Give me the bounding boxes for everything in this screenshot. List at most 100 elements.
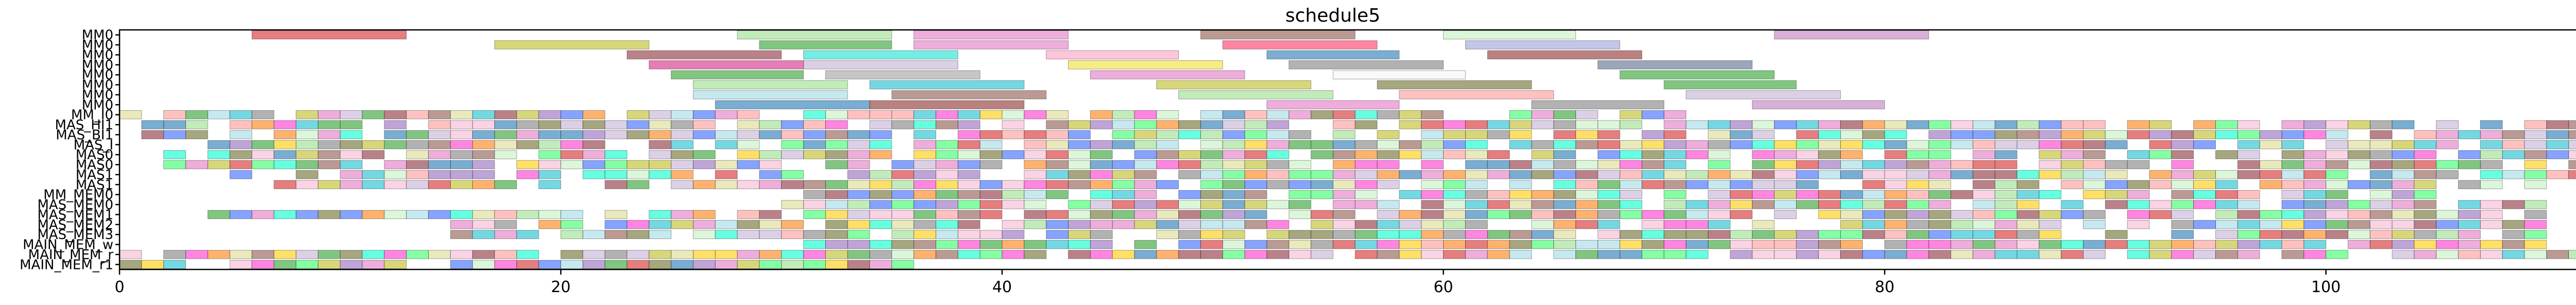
gantt-bar-344 bbox=[1575, 140, 1598, 149]
gantt-bar-301 bbox=[450, 140, 473, 149]
gantt-bar-810 bbox=[2281, 190, 2304, 199]
gantt-bar-979 bbox=[2480, 210, 2503, 219]
gantt-bar-778 bbox=[1465, 190, 1488, 199]
gantt-bar-1257 bbox=[1068, 250, 1091, 259]
gantt-bar-933 bbox=[1377, 210, 1400, 219]
gantt-bar-919 bbox=[1024, 210, 1047, 219]
gantt-bar-774 bbox=[1354, 190, 1378, 199]
gantt-bar-1315 bbox=[2502, 250, 2525, 259]
gantt-bar-744 bbox=[2326, 180, 2348, 190]
gantt-bar-1018 bbox=[1377, 220, 1400, 229]
gantt-bar-1139 bbox=[2458, 230, 2481, 239]
gantt-bar-1352 bbox=[869, 260, 892, 269]
gantt-bar-395 bbox=[362, 150, 385, 159]
gantt-bar-1098 bbox=[1421, 230, 1444, 239]
gantt-bar-40 bbox=[1752, 100, 1885, 110]
gantt-bar-343 bbox=[1553, 140, 1577, 149]
gantt-bar-706 bbox=[1311, 180, 1333, 190]
gantt-bar-1062 bbox=[472, 230, 495, 239]
gantt-bar-486 bbox=[317, 160, 341, 170]
gantt-bar-835 bbox=[1222, 200, 1245, 209]
gantt-bar-1304 bbox=[2193, 250, 2216, 259]
gantt-bar-957 bbox=[1951, 210, 1973, 219]
gantt-bar-769 bbox=[1222, 190, 1245, 199]
gantt-bar-498 bbox=[626, 160, 650, 170]
gantt-bar-908 bbox=[737, 210, 760, 219]
gantt-bar-319 bbox=[957, 140, 980, 149]
gantt-bar-993 bbox=[759, 220, 782, 229]
gantt-bar-299 bbox=[406, 140, 429, 149]
gantt-bar-631 bbox=[1796, 170, 1819, 179]
gantt-bar-345 bbox=[1597, 140, 1620, 149]
gantt-bar-415 bbox=[913, 150, 937, 159]
gantt-bar-975 bbox=[2392, 210, 2415, 219]
gantt-bar-496 bbox=[582, 160, 605, 170]
gantt-bar-1007 bbox=[1112, 220, 1135, 229]
gantt-bar-936 bbox=[1443, 210, 1466, 219]
gantt-bar-1112 bbox=[1752, 230, 1775, 239]
gantt-bar-57 bbox=[516, 110, 539, 120]
gantt-bar-485 bbox=[296, 160, 318, 170]
gantt-bar-149 bbox=[1421, 120, 1444, 129]
gantt-bar-1129 bbox=[2237, 230, 2260, 239]
gantt-bar-956 bbox=[1928, 210, 1952, 219]
gantt-bar-88 bbox=[1311, 110, 1333, 120]
gantt-bar-779 bbox=[1487, 190, 1510, 199]
gantt-bar-254 bbox=[1707, 130, 1731, 140]
gantt-bar-479 bbox=[163, 160, 186, 170]
gantt-bar-564 bbox=[2369, 160, 2393, 170]
gantt-bar-1332 bbox=[384, 260, 407, 269]
gantt-bar-703 bbox=[1244, 180, 1267, 190]
gantt-bar-1226 bbox=[340, 250, 363, 259]
gantt-bar-852 bbox=[1664, 200, 1687, 209]
gantt-bar-1078 bbox=[891, 230, 914, 239]
gantt-bar-474 bbox=[2480, 150, 2503, 159]
gantt-bar-691 bbox=[957, 180, 980, 190]
gantt-bar-851 bbox=[1619, 200, 1642, 209]
gantt-bar-472 bbox=[2414, 150, 2437, 159]
gantt-bar-407 bbox=[692, 150, 716, 159]
gantt-bar-1297 bbox=[2016, 250, 2040, 259]
gantt-bar-910 bbox=[803, 210, 826, 219]
gantt-bar-34 bbox=[1399, 90, 1554, 99]
gantt-bar-478 bbox=[2568, 150, 2576, 159]
gantt-bar-170 bbox=[1906, 120, 1929, 129]
gantt-bar-903 bbox=[561, 210, 583, 219]
gantt-bar-11 bbox=[626, 50, 782, 60]
gantt-bar-158 bbox=[1619, 120, 1642, 129]
gantt-bar-1206 bbox=[2281, 240, 2304, 249]
gantt-bar-1084 bbox=[1046, 230, 1069, 239]
y-tick-label-23: MAIN_MEM_r1 bbox=[20, 257, 113, 273]
gantt-bar-1200 bbox=[2149, 240, 2172, 249]
gantt-bar-493 bbox=[516, 160, 539, 170]
gantt-bar-878 bbox=[2326, 200, 2348, 209]
gantt-bar-557 bbox=[2171, 160, 2194, 170]
gantt-bar-1019 bbox=[1399, 220, 1422, 229]
gantt-bar-64 bbox=[692, 110, 716, 120]
gantt-bar-925 bbox=[1156, 210, 1179, 219]
gantt-bar-692 bbox=[979, 180, 1003, 190]
gantt-bar-322 bbox=[1046, 140, 1069, 149]
gantt-bar-682 bbox=[759, 180, 782, 190]
gantt-bar-926 bbox=[1178, 210, 1201, 219]
gantt-bar-45 bbox=[229, 110, 252, 120]
gantt-bar-704 bbox=[1266, 180, 1290, 190]
gantt-bar-588 bbox=[715, 170, 738, 179]
gantt-bar-494 bbox=[538, 160, 562, 170]
gantt-bar-624 bbox=[1641, 170, 1665, 179]
gantt-bar-167 bbox=[1840, 120, 1863, 129]
gantt-bar-502 bbox=[715, 160, 738, 170]
gantt-bar-889 bbox=[251, 210, 275, 219]
gantt-bar-871 bbox=[2149, 200, 2172, 209]
gantt-bar-1135 bbox=[2369, 230, 2393, 239]
gantt-bar-355 bbox=[1818, 140, 1841, 149]
gantt-bar-609 bbox=[1311, 170, 1333, 179]
gantt-bar-100 bbox=[1664, 110, 1687, 120]
gantt-bar-626 bbox=[1686, 170, 1708, 179]
gantt-bar-917 bbox=[957, 210, 980, 219]
gantt-bar-1328 bbox=[296, 260, 318, 269]
gantt-bar-389 bbox=[229, 150, 252, 159]
gantt-bar-95 bbox=[1531, 110, 1554, 120]
gantt-bar-455 bbox=[1928, 150, 1952, 159]
gantt-bar-383 bbox=[2524, 140, 2547, 149]
